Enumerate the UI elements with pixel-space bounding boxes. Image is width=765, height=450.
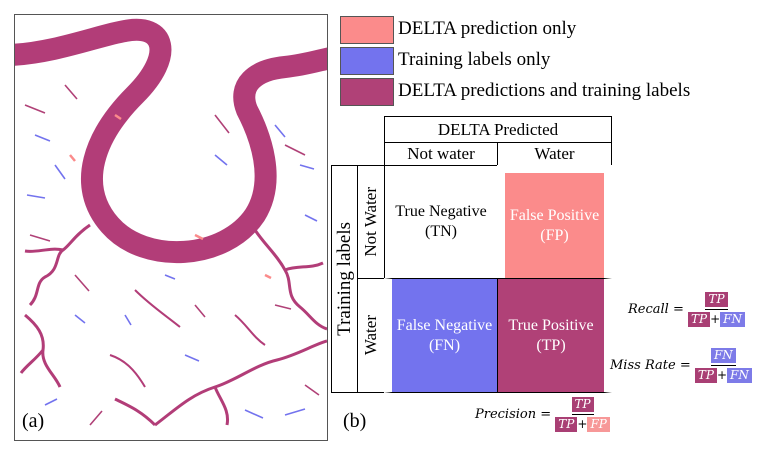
legend-swatch-both [340,78,394,106]
precision-num: TP [571,397,594,412]
legend-swatch-labels-only [340,47,394,75]
recall-plus: + [710,312,721,326]
tributary-mid [109,289,266,388]
row-header-not-water: Not Water [357,165,385,279]
precision-formula: Precision = TP TP + FP [475,397,610,432]
miss-rate-plus: + [716,368,728,382]
precision-den-b: FP [587,417,610,432]
precision-plus: + [577,417,588,431]
water-map [14,14,328,441]
tributary-left-lower [19,313,62,388]
legend-label-delta-only: DELTA prediction only [398,18,577,39]
side-header-text: Training labels [333,222,355,336]
tributary-left [24,223,91,307]
streams-both [24,84,320,426]
recall-den-b: FN [720,312,745,327]
miss-rate-num: FN [710,348,736,363]
panel-b-label: (b) [343,410,367,432]
legend-label-both: DELTA predictions and training labels [398,80,691,101]
cell-true-positive: True Positive (TP) [497,278,612,393]
miss-rate-den-a: TP [694,368,717,383]
main-river [15,18,327,264]
tributary-right [253,229,327,331]
recall-name: Recall = [628,302,684,317]
map-drawing [15,18,327,427]
cell-false-negative: False Negative (FN) [384,278,498,393]
miss-rate-name: Miss Rate = [610,358,691,373]
header-delta-predicted: DELTA Predicted [384,116,612,143]
recall-den-a: TP [688,312,711,327]
legend-swatch-delta-only [340,16,394,44]
streams-labels-only [26,124,318,419]
precision-name: Precision = [475,407,552,422]
recall-num: TP [705,292,728,307]
row-header-water: Water [357,278,385,393]
cell-true-negative: True Negative (TN) [384,165,498,279]
streams-delta-only [69,113,272,280]
side-header-training-labels: Training labels [331,165,358,393]
legend-label-labels-only: Training labels only [398,49,551,70]
panel-a-label: (a) [22,410,45,432]
cell-false-positive: False Positive (FP) [497,165,612,279]
miss-rate-den-b: FN [727,368,752,383]
tributary-bottom [114,339,327,427]
recall-formula: Recall = TP TP + FN [628,292,745,327]
col-header-water: Water [497,142,612,166]
miss-rate-formula: Miss Rate = FN TP + FN [610,348,752,383]
precision-den-a: TP [555,417,578,432]
col-header-not-water: Not water [384,142,498,166]
row-header-water-text: Water [361,315,380,356]
row-header-not-water-text: Not Water [361,187,380,257]
